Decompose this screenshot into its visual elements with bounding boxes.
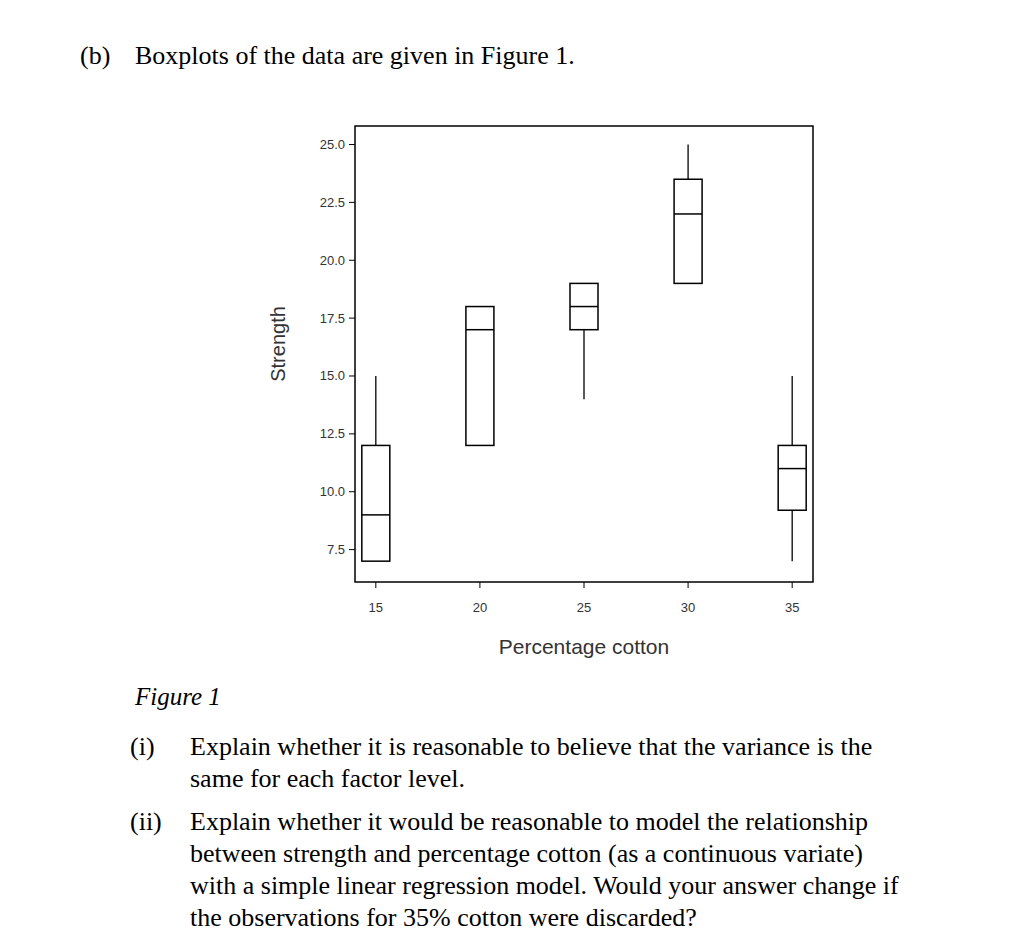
- box: [570, 283, 598, 329]
- part-label: (b): [80, 41, 110, 70]
- median-line: [570, 306, 598, 308]
- median-line: [362, 514, 390, 516]
- y-axis-label: Strength: [267, 306, 289, 382]
- y-tick-label: 15.0: [320, 368, 345, 383]
- boxes: [362, 145, 806, 562]
- y-tick: [349, 144, 355, 145]
- question-line: between strength and percentage cotton (…: [190, 839, 863, 868]
- median-line: [674, 213, 702, 215]
- y-tick: [349, 318, 355, 319]
- part-text: Boxplots of the data are given in Figure…: [135, 41, 575, 70]
- y-tick-label: 20.0: [320, 253, 345, 268]
- upper-whisker: [687, 145, 688, 180]
- question-line: with a simple linear regression model. W…: [190, 871, 899, 900]
- upper-whisker: [792, 376, 793, 445]
- box: [778, 445, 806, 510]
- page: (b) Boxplots of the data are given in Fig…: [0, 0, 1024, 944]
- lower-whisker: [583, 330, 584, 399]
- figure-caption: Figure 1: [134, 683, 221, 710]
- x-tick-label: 30: [681, 600, 695, 615]
- y-tick-label: 22.5: [320, 195, 345, 210]
- y-tick: [349, 433, 355, 434]
- x-tick: [584, 582, 585, 588]
- plot-frame: [355, 126, 813, 582]
- y-tick: [349, 375, 355, 376]
- question-label: (i): [130, 732, 155, 761]
- x-tick-label: 15: [369, 600, 383, 615]
- y-tick: [349, 202, 355, 203]
- y-tick: [349, 260, 355, 261]
- question-line: Explain whether it is reasonable to beli…: [190, 732, 872, 761]
- question-label: (ii): [130, 807, 162, 836]
- y-tick-label: 7.5: [327, 542, 345, 557]
- y-tick-label: 10.0: [320, 484, 345, 499]
- x-tick: [688, 582, 689, 588]
- y-tick-label: 12.5: [320, 426, 345, 441]
- x-tick-label: 25: [577, 600, 591, 615]
- y-tick-label: 25.0: [320, 137, 345, 152]
- y-tick: [349, 549, 355, 550]
- box: [674, 179, 702, 283]
- y-tick-label: 17.5: [320, 311, 345, 326]
- x-tick: [479, 582, 480, 588]
- x-axis-label: Percentage cotton: [499, 635, 669, 658]
- box: [466, 307, 494, 446]
- x-tick-label: 20: [473, 600, 487, 615]
- y-tick: [349, 491, 355, 492]
- x-tick: [375, 582, 376, 588]
- lower-whisker: [792, 510, 793, 561]
- median-line: [778, 468, 806, 470]
- question-line: Explain whether it would be reasonable t…: [190, 807, 868, 836]
- box: [362, 445, 390, 561]
- upper-whisker: [375, 376, 376, 445]
- chart: 7.5 10.0 12.5 15.0 17.5 20.0 22.5 25.0 15 20 25 30 3…: [267, 126, 813, 658]
- x-tick-label: 35: [785, 600, 799, 615]
- median-line: [466, 329, 494, 331]
- question-line: the observations for 35% cotton were dis…: [190, 903, 697, 932]
- question-line: same for each factor level.: [190, 764, 465, 793]
- x-tick: [792, 582, 793, 588]
